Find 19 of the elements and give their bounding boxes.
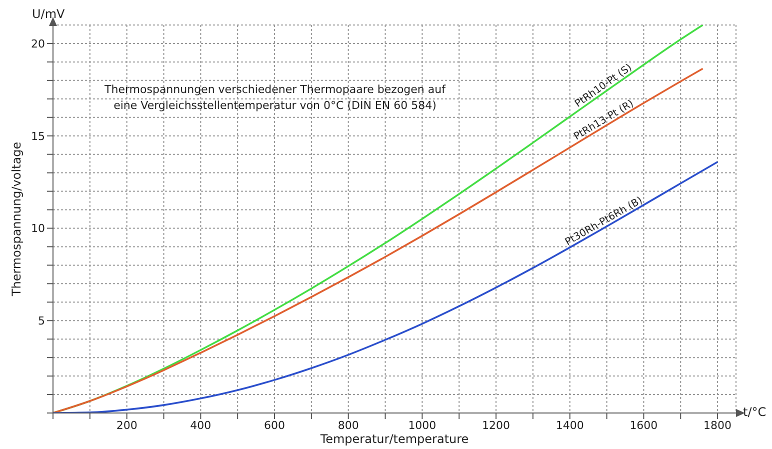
x-tick-label: 800 [338, 418, 359, 432]
x-tick-label: 1600 [630, 418, 658, 432]
line-series [53, 161, 718, 413]
annotation: Thermospannungen verschiedener Thermopaare bezogen auf eine Vergleichsstellentemperatur von 0°C (DIN EN 60 584) [104, 82, 447, 114]
x-tick-label: 1400 [556, 418, 584, 432]
y-tick-label: 5 [38, 314, 45, 328]
x-tick-label: 600 [264, 418, 286, 432]
x-tick-label: 1800 [704, 418, 732, 432]
x-tick-label: 400 [190, 418, 212, 432]
y-tick-label: 15 [31, 130, 45, 143]
y-tick-label: 20 [31, 37, 45, 50]
x-tick-label: 1000 [408, 418, 436, 432]
text: t/°C [743, 404, 766, 420]
text: U/mV [32, 6, 65, 22]
x-axis-title: Temperatur/temperature [319, 432, 469, 446]
x-tick-label: 1200 [482, 418, 510, 432]
y-axis-title: Thermospannung/voltage [9, 142, 24, 298]
x-tick-label: 200 [116, 418, 138, 432]
y-tick-label: 10 [31, 222, 45, 236]
